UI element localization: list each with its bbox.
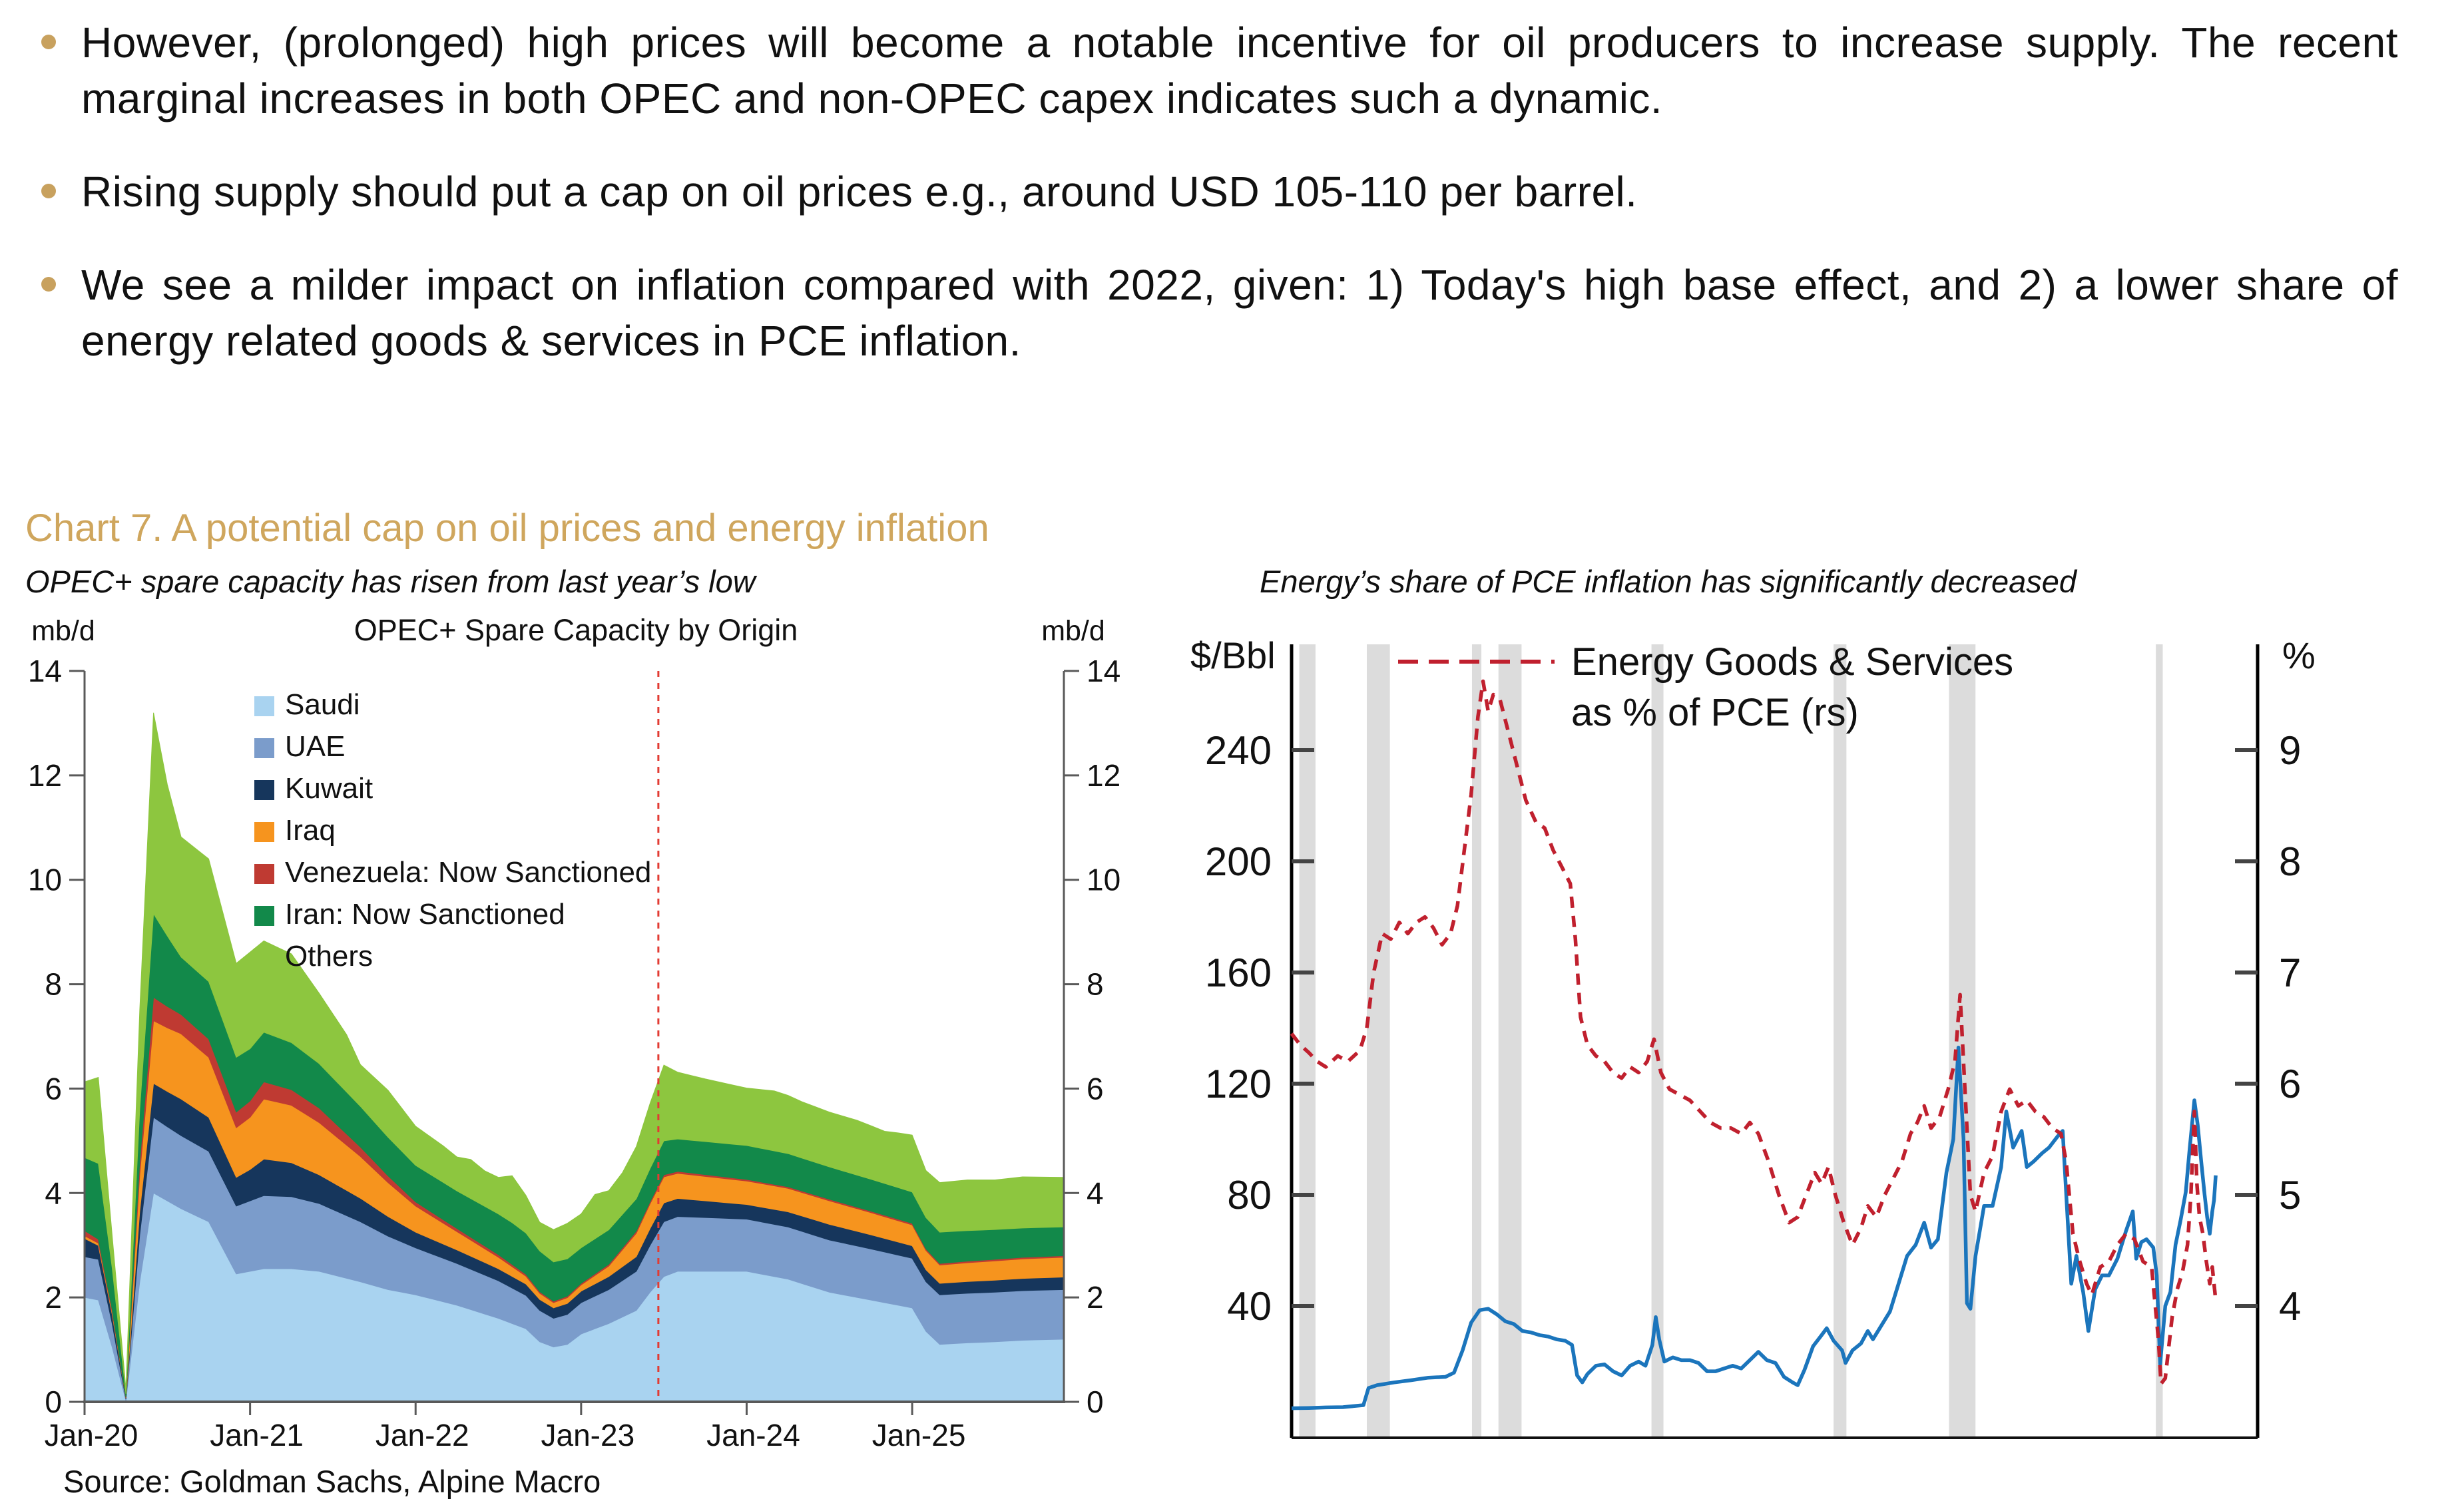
- legend-label: UAE: [285, 730, 345, 763]
- y-tick-label-right: 4: [2279, 1284, 2301, 1329]
- axis-unit-right: mb/d: [1041, 615, 1105, 647]
- y-tick-label-right: 5: [2279, 1173, 2301, 1217]
- axis-unit-left: $/Bbl: [1190, 634, 1276, 676]
- recession-band: [1949, 644, 1976, 1438]
- recession-band: [1498, 644, 1522, 1438]
- y-tick-label-left: 6: [45, 1071, 62, 1106]
- y-tick-label-left: 200: [1205, 839, 1272, 884]
- y-tick-label-right: 2: [1087, 1280, 1104, 1315]
- legend-swatch: [254, 780, 274, 800]
- axis-unit-right: %: [2282, 634, 2316, 676]
- y-tick-label-right: 8: [1087, 967, 1104, 1002]
- y-tick-label-right: 7: [2279, 951, 2301, 995]
- series-energy-share-line: [1290, 679, 2218, 1386]
- bullet-text: Rising supply should put a cap on oil pr…: [81, 168, 1638, 216]
- y-tick-label-right: 9: [2279, 728, 2301, 773]
- y-tick-label-right: 6: [1087, 1071, 1104, 1106]
- legend-swatch: [254, 738, 274, 758]
- recession-band: [1834, 644, 1847, 1438]
- bullet-item: We see a milder impact on inflation comp…: [0, 257, 2464, 369]
- bullet-item: However, (prolonged) high prices will be…: [0, 15, 2464, 126]
- legend-swatch: [254, 822, 274, 842]
- bullet-text: We see a milder impact on inflation comp…: [81, 261, 2398, 365]
- y-tick-label-right: 8: [2279, 839, 2301, 884]
- source-note: Source: Goldman Sachs, Alpine Macro: [63, 1464, 601, 1499]
- y-tick-label-left: 120: [1205, 1062, 1272, 1106]
- legend-swatch: [254, 906, 274, 926]
- bullet-icon: [41, 35, 56, 49]
- bullet-list: However, (prolonged) high prices will be…: [0, 15, 2464, 406]
- chart-heading: Chart 7. A potential cap on oil prices a…: [25, 507, 989, 550]
- y-tick-label-left: 12: [28, 758, 62, 793]
- recession-band: [1471, 644, 1482, 1438]
- legend-swatch: [254, 948, 274, 968]
- bullet-icon: [41, 184, 56, 198]
- y-tick-label-right: 10: [1087, 863, 1120, 897]
- bullet-text: However, (prolonged) high prices will be…: [81, 19, 2398, 122]
- y-tick-label-right: 14: [1087, 654, 1120, 688]
- y-tick-label-right: 6: [2279, 1062, 2301, 1106]
- y-tick-label-left: 40: [1227, 1284, 1272, 1329]
- legend-label: Saudi: [285, 688, 360, 721]
- y-tick-label-left: 0: [45, 1385, 62, 1419]
- x-tick-label: Jan-24: [706, 1418, 800, 1452]
- chart-title: OPEC+ Spare Capacity by Origin: [354, 613, 798, 647]
- bullet-icon: [41, 277, 56, 292]
- y-tick-label-left: 14: [28, 654, 62, 688]
- y-tick-label-right: 0: [1087, 1385, 1104, 1419]
- y-tick-label-left: 160: [1205, 951, 1272, 995]
- y-tick-label-left: 240: [1205, 728, 1272, 773]
- y-tick-label-left: 8: [45, 967, 62, 1002]
- series-oil-price-line: [1291, 1045, 2218, 1410]
- x-tick-label: Jan-21: [210, 1418, 304, 1452]
- recession-band: [1366, 644, 1390, 1438]
- y-tick-label-left: 80: [1227, 1173, 1272, 1217]
- y-tick-label-right: 12: [1087, 758, 1120, 793]
- opec-spare-capacity-chart: 0 0 2 2 4 4 6 6 8 8 10 10 12 12 14 14 Jan-20 Jan-21 Jan-22…: [28, 613, 1120, 1452]
- legend-label-line1: Energy Goods & Services: [1571, 640, 2013, 684]
- y-tick-label-left: 2: [45, 1280, 62, 1315]
- energy-share-of-pce-chart: 40 80 120 160 200 240 4 5 6 7 8 9 $/Bbl % Energy Goods…: [1190, 634, 2316, 1439]
- x-tick-label: Jan-25: [872, 1418, 966, 1452]
- right-chart-subtitle: Energy’s share of PCE inflation has sign…: [1260, 564, 2077, 599]
- legend-label: Others: [285, 940, 373, 972]
- legend-label: Kuwait: [285, 772, 373, 805]
- bullet-item: Rising supply should put a cap on oil pr…: [0, 164, 2464, 220]
- x-tick-label: Jan-22: [375, 1418, 469, 1452]
- x-tick-label: Jan-23: [541, 1418, 635, 1452]
- y-tick-label-left: 10: [28, 863, 62, 897]
- legend-label: Iran: Now Sanctioned: [285, 898, 565, 931]
- recession-band: [2156, 644, 2163, 1438]
- legend-label: Venezuela: Now Sanctioned: [285, 856, 651, 889]
- legend-swatch: [254, 864, 274, 884]
- x-tick-label: Jan-20: [45, 1418, 138, 1452]
- legend-swatch: [254, 696, 274, 716]
- recession-band: [1299, 644, 1316, 1438]
- legend-label: Iraq: [285, 814, 336, 847]
- left-chart-subtitle: OPEC+ spare capacity has risen from last…: [25, 564, 756, 599]
- axis-unit-left: mb/d: [31, 615, 95, 647]
- recession-band: [1651, 644, 1664, 1438]
- y-tick-label-right: 4: [1087, 1176, 1104, 1210]
- y-tick-label-left: 4: [45, 1176, 62, 1210]
- legend-label-line2: as % of PCE (rs): [1571, 691, 1859, 734]
